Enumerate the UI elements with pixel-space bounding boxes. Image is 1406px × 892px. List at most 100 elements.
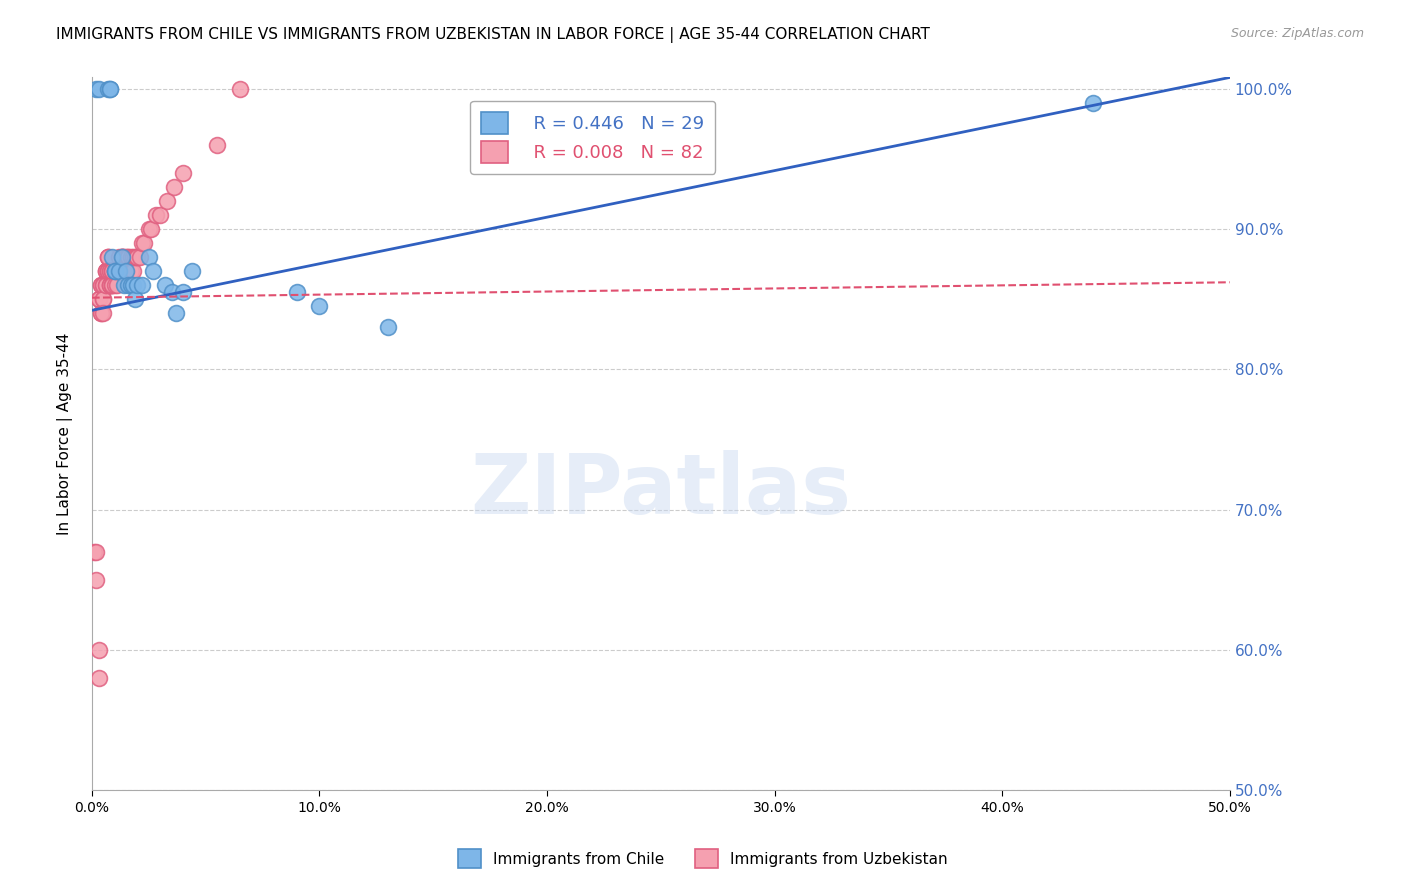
Point	[160, 285, 183, 299]
Point	[127, 250, 149, 264]
Point	[127, 278, 149, 293]
Point	[112, 278, 135, 293]
Point	[86, 573, 108, 587]
Point	[91, 292, 114, 306]
Point	[104, 264, 127, 278]
Point	[131, 235, 153, 250]
Point	[105, 278, 128, 293]
Point	[87, 643, 110, 657]
Point	[98, 278, 121, 293]
Point	[98, 264, 121, 278]
Point	[105, 264, 128, 278]
Point	[94, 264, 117, 278]
Point	[104, 264, 127, 278]
Point	[120, 264, 142, 278]
Point	[110, 250, 132, 264]
Point	[104, 264, 127, 278]
Point	[108, 264, 131, 278]
Point	[124, 292, 146, 306]
Point	[101, 278, 124, 293]
Point	[97, 264, 120, 278]
Point	[91, 306, 114, 320]
Point	[98, 81, 121, 95]
Point	[86, 81, 108, 95]
Point	[172, 166, 194, 180]
Point	[104, 264, 127, 278]
Y-axis label: In Labor Force | Age 35-44: In Labor Force | Age 35-44	[58, 333, 73, 535]
Point	[91, 278, 114, 293]
Point	[97, 250, 120, 264]
Point	[308, 299, 330, 313]
Point	[108, 250, 131, 264]
Point	[94, 278, 117, 293]
Point	[156, 194, 179, 208]
Point	[105, 264, 128, 278]
Text: ZIPatlas: ZIPatlas	[471, 450, 851, 532]
Point	[172, 285, 194, 299]
Point	[86, 544, 108, 558]
Point	[124, 250, 146, 264]
Point	[110, 250, 132, 264]
Point	[115, 264, 138, 278]
Point	[117, 250, 139, 264]
Point	[229, 81, 252, 95]
Text: IMMIGRANTS FROM CHILE VS IMMIGRANTS FROM UZBEKISTAN IN LABOR FORCE | AGE 35-44 C: IMMIGRANTS FROM CHILE VS IMMIGRANTS FROM…	[56, 27, 931, 43]
Point	[1083, 95, 1105, 110]
Point	[377, 320, 399, 334]
Point	[122, 278, 145, 293]
Point	[101, 264, 124, 278]
Point	[163, 179, 186, 194]
Point	[205, 137, 228, 152]
Point	[165, 306, 187, 320]
Point	[101, 264, 124, 278]
Point	[181, 264, 204, 278]
Point	[90, 278, 112, 293]
Point	[108, 264, 131, 278]
Point	[149, 208, 172, 222]
Point	[98, 278, 121, 293]
Point	[115, 264, 138, 278]
Point	[97, 250, 120, 264]
Point	[87, 671, 110, 685]
Point	[94, 278, 117, 293]
Point	[101, 278, 124, 293]
Point	[98, 278, 121, 293]
Point	[101, 264, 124, 278]
Point	[145, 208, 167, 222]
Point	[112, 264, 135, 278]
Point	[127, 250, 149, 264]
Point	[87, 292, 110, 306]
Point	[101, 278, 124, 293]
Point	[98, 264, 121, 278]
Point	[97, 264, 120, 278]
Point	[139, 222, 162, 236]
Point	[285, 285, 308, 299]
Point	[101, 250, 124, 264]
Point	[91, 278, 114, 293]
Point	[131, 278, 153, 293]
Point	[115, 264, 138, 278]
Point	[117, 278, 139, 293]
Point	[87, 81, 110, 95]
Point	[97, 250, 120, 264]
Point	[90, 306, 112, 320]
Point	[120, 278, 142, 293]
Point	[97, 81, 120, 95]
Point	[117, 250, 139, 264]
Point	[128, 250, 150, 264]
Point	[108, 264, 131, 278]
Point	[108, 264, 131, 278]
Point	[122, 264, 145, 278]
Point	[110, 250, 132, 264]
Text: Source: ZipAtlas.com: Source: ZipAtlas.com	[1230, 27, 1364, 40]
Point	[112, 264, 135, 278]
Legend: Immigrants from Chile, Immigrants from Uzbekistan: Immigrants from Chile, Immigrants from U…	[450, 841, 956, 875]
Point	[110, 250, 132, 264]
Point	[94, 264, 117, 278]
Point	[120, 250, 142, 264]
Point	[142, 264, 165, 278]
Point	[112, 250, 135, 264]
Point	[134, 235, 156, 250]
Point	[105, 264, 128, 278]
Point	[87, 292, 110, 306]
